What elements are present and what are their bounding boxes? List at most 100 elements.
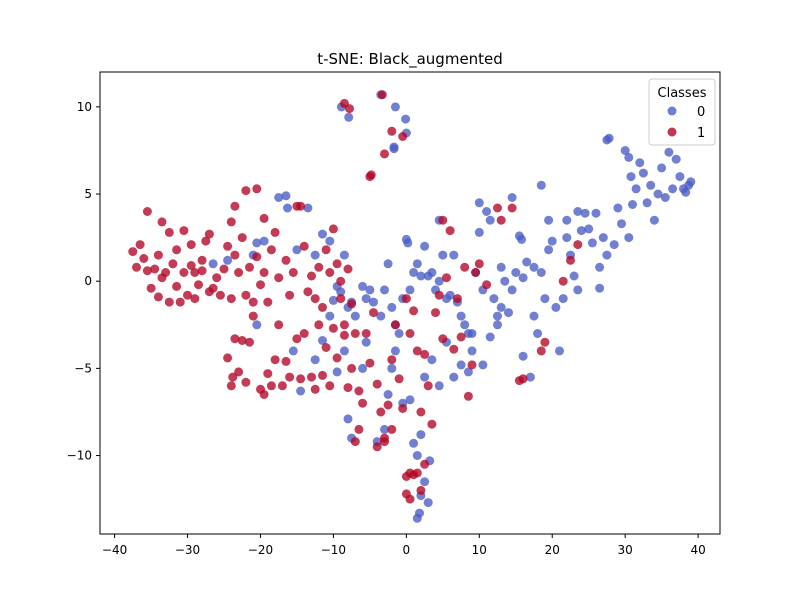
point-series-0-57 [445,290,455,300]
point-series-0-114 [620,146,630,155]
point-series-1-113 [339,330,349,340]
point-series-1-78 [230,201,240,211]
point-series-0-154 [420,477,430,487]
point-series-1-150 [474,259,484,269]
point-series-1-26 [241,290,251,300]
point-series-1-55 [132,262,141,272]
point-series-1-56 [135,240,145,250]
point-series-0-118 [628,200,637,209]
point-series-1-46 [321,245,331,255]
point-series-1-14 [186,240,196,250]
point-series-1-17 [201,236,211,246]
point-series-1-122 [372,379,382,389]
point-series-1-28 [248,297,258,307]
point-series-1-166 [380,433,389,443]
point-series-1-151 [482,280,492,290]
point-series-0-115 [624,233,634,243]
point-series-1-86 [234,367,244,377]
point-series-0-49 [420,241,430,251]
point-series-0-140 [343,414,353,424]
point-series-0-129 [668,184,678,194]
point-series-0-158 [412,513,422,523]
point-series-1-24 [234,268,244,277]
point-series-1-27 [245,262,254,272]
point-series-1-164 [354,424,364,434]
point-series-0-86 [536,180,546,190]
point-series-0-98 [573,285,583,295]
point-series-0-38 [383,259,393,269]
point-series-1-36 [281,255,291,265]
point-series-1-45 [318,302,327,312]
y-tick-label-5: 5 [84,187,92,201]
point-series-1-90 [241,377,251,387]
point-series-0-161 [427,355,437,365]
point-series-1-20 [215,290,225,300]
point-series-1-67 [175,297,185,307]
point-series-1-119 [361,329,371,338]
point-series-1-141 [442,273,451,283]
point-series-0-169 [485,332,495,342]
point-series-0-160 [420,372,430,382]
point-series-0-165 [456,360,466,370]
point-series-0-34 [365,285,375,295]
point-series-0-10 [283,203,292,213]
point-series-1-123 [376,407,386,417]
point-series-0-73 [500,276,510,286]
point-series-1-137 [427,419,437,429]
x-tick-label-40: 40 [690,543,705,557]
point-series-1-32 [263,297,273,307]
point-series-1-132 [409,306,419,316]
point-series-0-139 [339,346,349,356]
point-series-1-91 [248,311,258,321]
point-series-0-16 [292,245,302,255]
point-series-1-154 [507,203,517,213]
point-series-0-112 [613,203,623,213]
point-series-0-150 [405,395,415,405]
point-series-0-106 [595,283,605,293]
point-series-1-144 [452,294,462,304]
point-series-1-29 [252,252,262,262]
point-series-1-97 [274,320,284,330]
point-series-1-147 [463,391,473,401]
point-series-0-36 [376,311,386,321]
point-series-0-131 [675,172,685,182]
point-series-1-161 [573,240,583,250]
point-series-0-97 [569,271,579,281]
point-series-1-58 [142,266,152,276]
point-series-1-72 [194,280,203,290]
point-series-0-107 [598,233,608,243]
point-series-1-156 [518,374,528,384]
point-series-0-71 [493,320,502,330]
point-series-1-64 [164,297,174,307]
point-series-1-142 [445,226,455,236]
point-series-0-27 [336,287,346,297]
point-series-1-38 [288,268,298,277]
point-series-1-81 [259,213,269,223]
point-series-1-130 [401,294,411,304]
point-series-1-66 [172,281,182,291]
point-series-1-69 [183,290,192,300]
x-tick-label-10: 10 [472,543,487,557]
point-series-1-159 [558,276,568,286]
point-series-1-89 [228,372,238,382]
point-series-0-51 [427,268,437,277]
point-series-1-131 [405,329,415,338]
point-series-1-114 [343,383,353,393]
point-series-0-151 [409,438,419,448]
legend-box [648,78,716,146]
point-series-1-53 [347,299,357,309]
point-series-0-76 [511,268,521,277]
point-series-0-172 [507,285,517,295]
point-series-1-68 [179,268,189,277]
point-series-1-59 [146,283,156,293]
point-series-1-41 [303,287,313,297]
chart-title: t-SNE: Black_augmented [317,50,503,69]
point-series-0-75 [507,193,517,202]
point-series-1-106 [314,320,324,330]
point-series-0-128 [664,147,674,157]
point-series-1-148 [467,360,477,370]
point-series-0-133 [681,187,691,197]
point-series-1-96 [270,355,280,365]
point-series-1-1 [345,104,354,114]
point-series-1-117 [354,386,364,396]
